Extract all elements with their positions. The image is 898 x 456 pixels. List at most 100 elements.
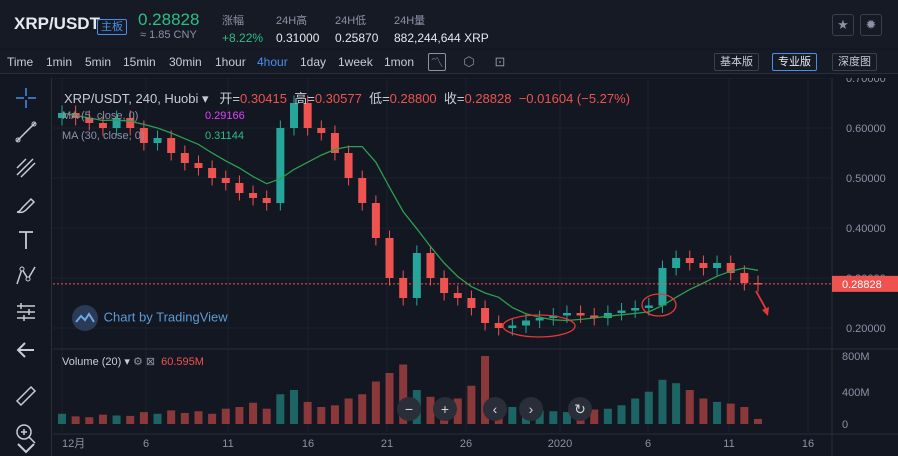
drawing-toolbar <box>0 78 52 456</box>
candle <box>726 263 735 273</box>
star-icon[interactable]: ★ <box>832 14 854 36</box>
candle <box>740 273 749 283</box>
candle <box>126 118 135 128</box>
volume-bar <box>467 385 476 424</box>
candle <box>290 103 298 128</box>
tf-time[interactable]: Time <box>7 55 34 69</box>
fib-tool-icon[interactable] <box>14 156 38 180</box>
volume-bar <box>481 356 490 424</box>
ma5-label: MA (5, close, 0) <box>62 110 139 122</box>
tf-1day[interactable]: 1day <box>300 55 327 69</box>
indicator-icon[interactable]: 〽 <box>428 53 446 71</box>
tf-4hour[interactable]: 4hour <box>257 55 288 69</box>
price-cny: ≈ 1.85 CNY <box>140 29 197 41</box>
time-tick: 11 <box>723 438 734 450</box>
candle <box>685 258 694 263</box>
volume-bar <box>426 396 435 424</box>
settings-icon[interactable]: ✹ <box>860 14 882 36</box>
scroll-left-button[interactable]: ‹ <box>483 397 507 421</box>
time-tick: 6 <box>143 438 149 450</box>
last-price: 0.28828 <box>138 10 200 29</box>
tf-1week[interactable]: 1week <box>338 55 373 69</box>
candle <box>276 128 285 203</box>
candle <box>440 278 449 293</box>
candle <box>358 178 367 203</box>
zoom-out-button[interactable]: − <box>397 397 421 421</box>
symbol-title[interactable]: XRP/USDT, 240, Huobi <box>64 91 199 106</box>
crosshair-icon[interactable] <box>14 86 38 110</box>
candle <box>562 313 571 316</box>
annotation-arrow <box>755 290 768 312</box>
candle <box>399 278 408 298</box>
volume-tick: 800M <box>842 351 870 363</box>
stat-high: 24H高 0.31000 <box>276 15 320 45</box>
volume-bar <box>344 398 353 424</box>
last-price-tag <box>832 275 898 292</box>
measure-tool-icon[interactable] <box>14 300 38 324</box>
chevron-down-icon[interactable]: ▾ <box>198 91 216 106</box>
trend-line-icon[interactable] <box>14 120 38 144</box>
volume-bar <box>330 405 339 424</box>
reset-button[interactable]: ↻ <box>568 397 592 421</box>
view-pro[interactable]: 专业版 <box>772 53 817 71</box>
scroll-right-button[interactable]: › <box>519 397 543 421</box>
time-tick: 21 <box>381 438 393 450</box>
candle <box>713 263 722 268</box>
zoom-icon[interactable] <box>14 422 38 446</box>
volume-bar <box>290 390 298 424</box>
candle <box>344 153 353 178</box>
price-chart[interactable]: 0.700000.600000.500000.400000.300000.200… <box>53 78 898 456</box>
last-price-tag-label: 0.28828 <box>842 279 882 291</box>
ma30-value: 0.31144 <box>205 130 244 142</box>
volume-bar <box>303 401 312 424</box>
volume-bar <box>699 398 708 424</box>
candle <box>576 313 585 316</box>
candle <box>262 198 271 203</box>
candle <box>494 323 503 328</box>
settings-icon[interactable]: ⬡ <box>463 54 475 69</box>
candle <box>535 318 544 321</box>
tradingview-watermark[interactable]: Chart by TradingView <box>70 305 228 331</box>
volume-tick: 0 <box>842 419 848 431</box>
volume-bar <box>221 408 230 424</box>
brush-icon[interactable] <box>14 192 38 216</box>
volume-bar <box>549 411 558 424</box>
time-tick: 2020 <box>548 438 572 450</box>
time-tick: 12月 <box>62 438 85 450</box>
volume-bar <box>726 403 735 424</box>
screenshot-icon[interactable]: ⊡ <box>494 54 506 69</box>
annotation-arrowhead <box>762 307 769 316</box>
tf-1mon[interactable]: 1mon <box>384 55 415 69</box>
tf-5min[interactable]: 5min <box>85 55 112 69</box>
tf-1hour[interactable]: 1hour <box>215 55 246 69</box>
view-basic[interactable]: 基本版 <box>714 53 759 71</box>
view-depth[interactable]: 深度图 <box>832 53 877 71</box>
candle <box>385 238 394 278</box>
price-pane <box>53 78 832 348</box>
tf-1min[interactable]: 1min <box>46 55 73 69</box>
pattern-tool-icon[interactable] <box>14 264 38 288</box>
volume-bar <box>317 407 326 424</box>
volume-bar <box>358 394 367 424</box>
candle <box>194 163 203 168</box>
candle <box>371 203 380 238</box>
time-tick: 16 <box>802 438 814 450</box>
chevron-down-icon[interactable] <box>8 440 44 456</box>
volume-bar <box>194 411 203 424</box>
candle <box>467 298 476 308</box>
back-arrow-icon[interactable] <box>14 338 38 362</box>
ruler-icon[interactable] <box>14 384 38 408</box>
time-tick: 26 <box>460 438 472 450</box>
candle <box>617 310 626 313</box>
zoom-in-button[interactable]: + <box>433 397 457 421</box>
timeframe-toolbar: Time 1min 5min 15min 30min 1hour 4hour 1… <box>0 50 898 74</box>
volume-bar <box>508 407 517 424</box>
time-tick: 6 <box>645 438 651 450</box>
volume-bar <box>385 373 394 424</box>
tf-15min[interactable]: 15min <box>123 55 156 69</box>
candle <box>208 168 217 178</box>
text-tool-icon[interactable] <box>14 228 38 252</box>
tf-30min[interactable]: 30min <box>169 55 202 69</box>
market-badge[interactable]: 主板 <box>97 19 127 35</box>
volume-bar <box>139 412 148 424</box>
